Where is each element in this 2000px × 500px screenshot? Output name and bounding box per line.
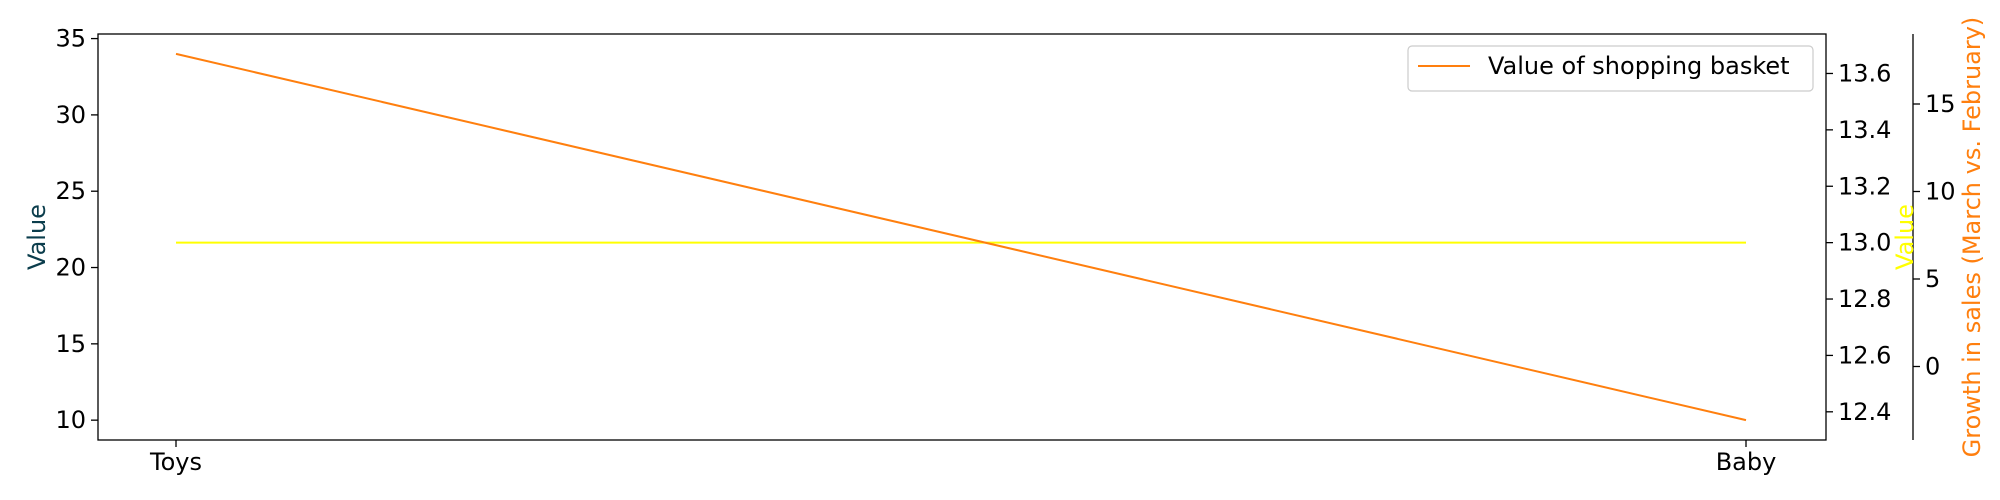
right1-tick-label-0: 12.4: [1838, 398, 1891, 426]
left-axis-label: Value: [23, 204, 51, 270]
right2-tick-label-1: 5: [1925, 265, 1940, 293]
right1-tick-label-5: 13.4: [1838, 116, 1891, 144]
left-tick-label-4: 30: [55, 101, 86, 129]
right-axis-1-ticks: 12.4 12.6 12.8 13.0 13.2 13.4 13.6: [1826, 59, 1891, 425]
right1-tick-label-6: 13.6: [1838, 59, 1891, 87]
series-lines: [176, 54, 1746, 420]
left-axis-ticks: 10 15 20 25 30 35: [55, 25, 98, 435]
right1-tick-label-4: 13.2: [1838, 172, 1891, 200]
right1-tick-label-1: 12.6: [1838, 341, 1891, 369]
series-line-0: [176, 54, 1746, 420]
legend-label: Value of shopping basket: [1488, 52, 1790, 80]
legend: Value of shopping basket: [1408, 46, 1813, 91]
x-axis-ticks: Toys Baby: [149, 440, 1776, 476]
left-tick-label-0: 10: [55, 406, 86, 434]
right-axis-2-label: Growth in sales (March vs. February): [1958, 17, 1986, 458]
right2-tick-label-2: 10: [1925, 178, 1956, 206]
right2-tick-label-3: 15: [1925, 90, 1956, 118]
left-tick-label-2: 20: [55, 254, 86, 282]
right1-tick-label-2: 12.8: [1838, 285, 1891, 313]
right2-tick-label-0: 0: [1925, 353, 1940, 381]
x-tick-label-0: Toys: [149, 448, 202, 476]
left-tick-label-5: 35: [55, 25, 86, 53]
right-axis-2-ticks: 0 5 10 15: [1913, 90, 1956, 381]
x-tick-label-1: Baby: [1716, 448, 1777, 476]
left-tick-label-1: 15: [55, 330, 86, 358]
left-tick-label-3: 25: [55, 177, 86, 205]
right1-tick-label-3: 13.0: [1838, 229, 1891, 257]
right-axis-1-label: Value: [1891, 204, 1919, 270]
